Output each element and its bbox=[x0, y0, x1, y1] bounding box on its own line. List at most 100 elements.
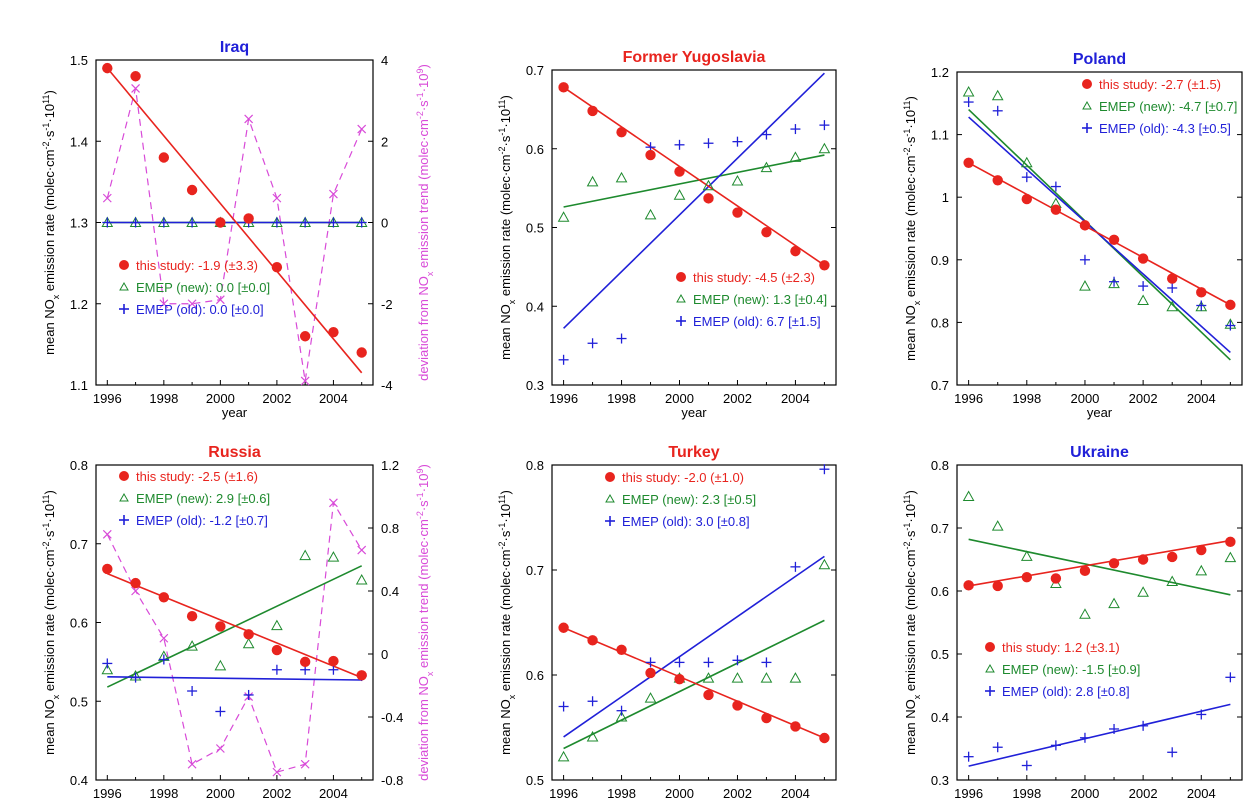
deviation-marker bbox=[102, 193, 112, 203]
x-tick-label: 2004 bbox=[1187, 786, 1216, 801]
trend-line-study bbox=[968, 162, 1231, 306]
point-emep-new bbox=[760, 161, 773, 173]
point-emep-new bbox=[214, 659, 227, 671]
point-emep-old bbox=[674, 139, 685, 150]
point-emep-new bbox=[1108, 277, 1120, 289]
deviation-marker bbox=[102, 529, 112, 539]
x-tick-label: 2004 bbox=[781, 786, 810, 801]
legend: this study: -1.9 (±3.3) EMEP (new): 0.0 [… bbox=[119, 258, 270, 317]
legend-marker-emep-new bbox=[605, 493, 615, 503]
deviation-marker bbox=[329, 189, 338, 199]
y-axis-label: mean NOx emission rate (molec·cm-2·s-1·1… bbox=[497, 95, 517, 360]
y-tick-label: 0.3 bbox=[931, 773, 949, 788]
y-tick-label: 0.3 bbox=[526, 378, 544, 393]
y2-tick-label: 1.2 bbox=[381, 458, 399, 473]
x-axis-label: year bbox=[222, 405, 248, 420]
point-this-study bbox=[761, 712, 772, 724]
y2-axis-label: deviation from NOx emission trend (molec… bbox=[415, 464, 435, 781]
x-tick-label: 2000 bbox=[206, 786, 235, 801]
point-emep-old bbox=[1079, 254, 1090, 265]
y-tick-label: 0.7 bbox=[70, 537, 88, 552]
x-tick-label: 2002 bbox=[262, 391, 291, 406]
chart-panel-1: Former Yugoslavia 1996 1998 2000 2002 2004 yea… bbox=[497, 49, 837, 420]
x-tick-label: 2000 bbox=[206, 391, 235, 406]
point-emep-new bbox=[818, 142, 831, 154]
point-emep-new bbox=[731, 175, 744, 186]
point-this-study bbox=[271, 644, 283, 656]
deviation-marker bbox=[187, 759, 197, 769]
point-this-study bbox=[645, 149, 656, 161]
point-this-study bbox=[299, 656, 311, 668]
point-this-study bbox=[243, 213, 254, 224]
point-emep-new bbox=[702, 179, 715, 191]
point-emep-old bbox=[732, 136, 743, 147]
x-tick-label: 2002 bbox=[723, 391, 752, 406]
y-tick-label: 0.5 bbox=[526, 221, 544, 236]
legend-marker-emep-old bbox=[119, 515, 129, 525]
trend-line-new bbox=[563, 154, 825, 208]
point-this-study bbox=[1079, 220, 1091, 231]
point-emep-old bbox=[1050, 181, 1061, 192]
trend-line-study bbox=[968, 539, 1231, 587]
trend-line-new bbox=[968, 538, 1231, 596]
point-emep-new bbox=[818, 558, 831, 570]
x-tick-label: 2002 bbox=[262, 786, 291, 801]
x-tick-label: 2004 bbox=[781, 391, 810, 406]
point-emep-old bbox=[819, 464, 830, 475]
point-emep-new bbox=[731, 672, 744, 683]
y-tick-label: 0.4 bbox=[526, 299, 544, 314]
y2-tick-label: -0.4 bbox=[381, 710, 403, 725]
y-tick-label: 1.1 bbox=[70, 378, 88, 393]
point-emep-old bbox=[1225, 320, 1236, 331]
x-tick-label: 1998 bbox=[1012, 391, 1041, 406]
point-this-study bbox=[1167, 551, 1178, 563]
point-emep-old bbox=[616, 705, 627, 716]
legend-label-old: EMEP (old): 3.0 [±0.8] bbox=[622, 514, 750, 529]
legend-label-study: this study: -2.7 (±1.5) bbox=[1099, 77, 1221, 92]
legend-marker-this-study bbox=[985, 642, 995, 652]
point-this-study bbox=[1225, 536, 1236, 548]
trend-line-old bbox=[563, 72, 825, 329]
x-tick-label: 1998 bbox=[1012, 786, 1041, 801]
chart-title: Former Yugoslavia bbox=[623, 49, 766, 66]
trend-line-old bbox=[968, 116, 1231, 354]
point-emep-old bbox=[819, 120, 830, 131]
point-this-study bbox=[703, 193, 714, 204]
legend-label-new: EMEP (new): -1.5 [±0.9] bbox=[1002, 662, 1140, 677]
legend-marker-this-study bbox=[676, 272, 686, 282]
y-tick-label: 0.7 bbox=[931, 378, 949, 393]
point-this-study bbox=[1079, 565, 1091, 577]
y-tick-label: 1.3 bbox=[70, 216, 88, 231]
deviation-marker bbox=[272, 767, 282, 777]
point-emep-new bbox=[789, 672, 802, 683]
y-axis-label: mean NOx emission rate (molec·cm-2·s-1·1… bbox=[41, 90, 61, 355]
point-this-study bbox=[1108, 234, 1120, 245]
deviation-marker bbox=[215, 744, 225, 753]
point-this-study bbox=[992, 580, 1003, 592]
y-axis-label: mean NOx emission rate (molec·cm-2·s-1·1… bbox=[41, 490, 61, 755]
legend-label-old: EMEP (old): 2.8 [±0.8] bbox=[1002, 684, 1130, 699]
y-tick-label: 0.6 bbox=[526, 668, 544, 683]
x-tick-label: 1996 bbox=[93, 786, 122, 801]
point-this-study bbox=[674, 166, 685, 177]
point-this-study bbox=[732, 700, 743, 711]
point-emep-old bbox=[1167, 282, 1178, 293]
point-emep-new bbox=[1195, 564, 1208, 576]
trend-line-old bbox=[968, 703, 1231, 767]
point-emep-old bbox=[558, 701, 569, 712]
plot-frame bbox=[551, 69, 837, 386]
chart-title: Ukraine bbox=[1070, 444, 1129, 461]
y2-tick-label: 0.4 bbox=[381, 584, 399, 599]
point-this-study bbox=[645, 667, 656, 679]
point-emep-new bbox=[557, 211, 570, 222]
point-this-study bbox=[1167, 273, 1178, 284]
y-axis-label: mean NOx emission rate (molec·cm-2·s-1·1… bbox=[902, 490, 922, 755]
point-emep-new bbox=[615, 710, 628, 722]
point-this-study bbox=[819, 732, 830, 744]
point-emep-old bbox=[1138, 281, 1149, 292]
point-emep-new bbox=[644, 208, 657, 220]
point-emep-new bbox=[1137, 294, 1149, 305]
legend-label-new: EMEP (new): 1.3 [±0.4] bbox=[693, 292, 827, 307]
point-emep-new bbox=[1020, 550, 1033, 561]
point-this-study bbox=[558, 82, 569, 93]
